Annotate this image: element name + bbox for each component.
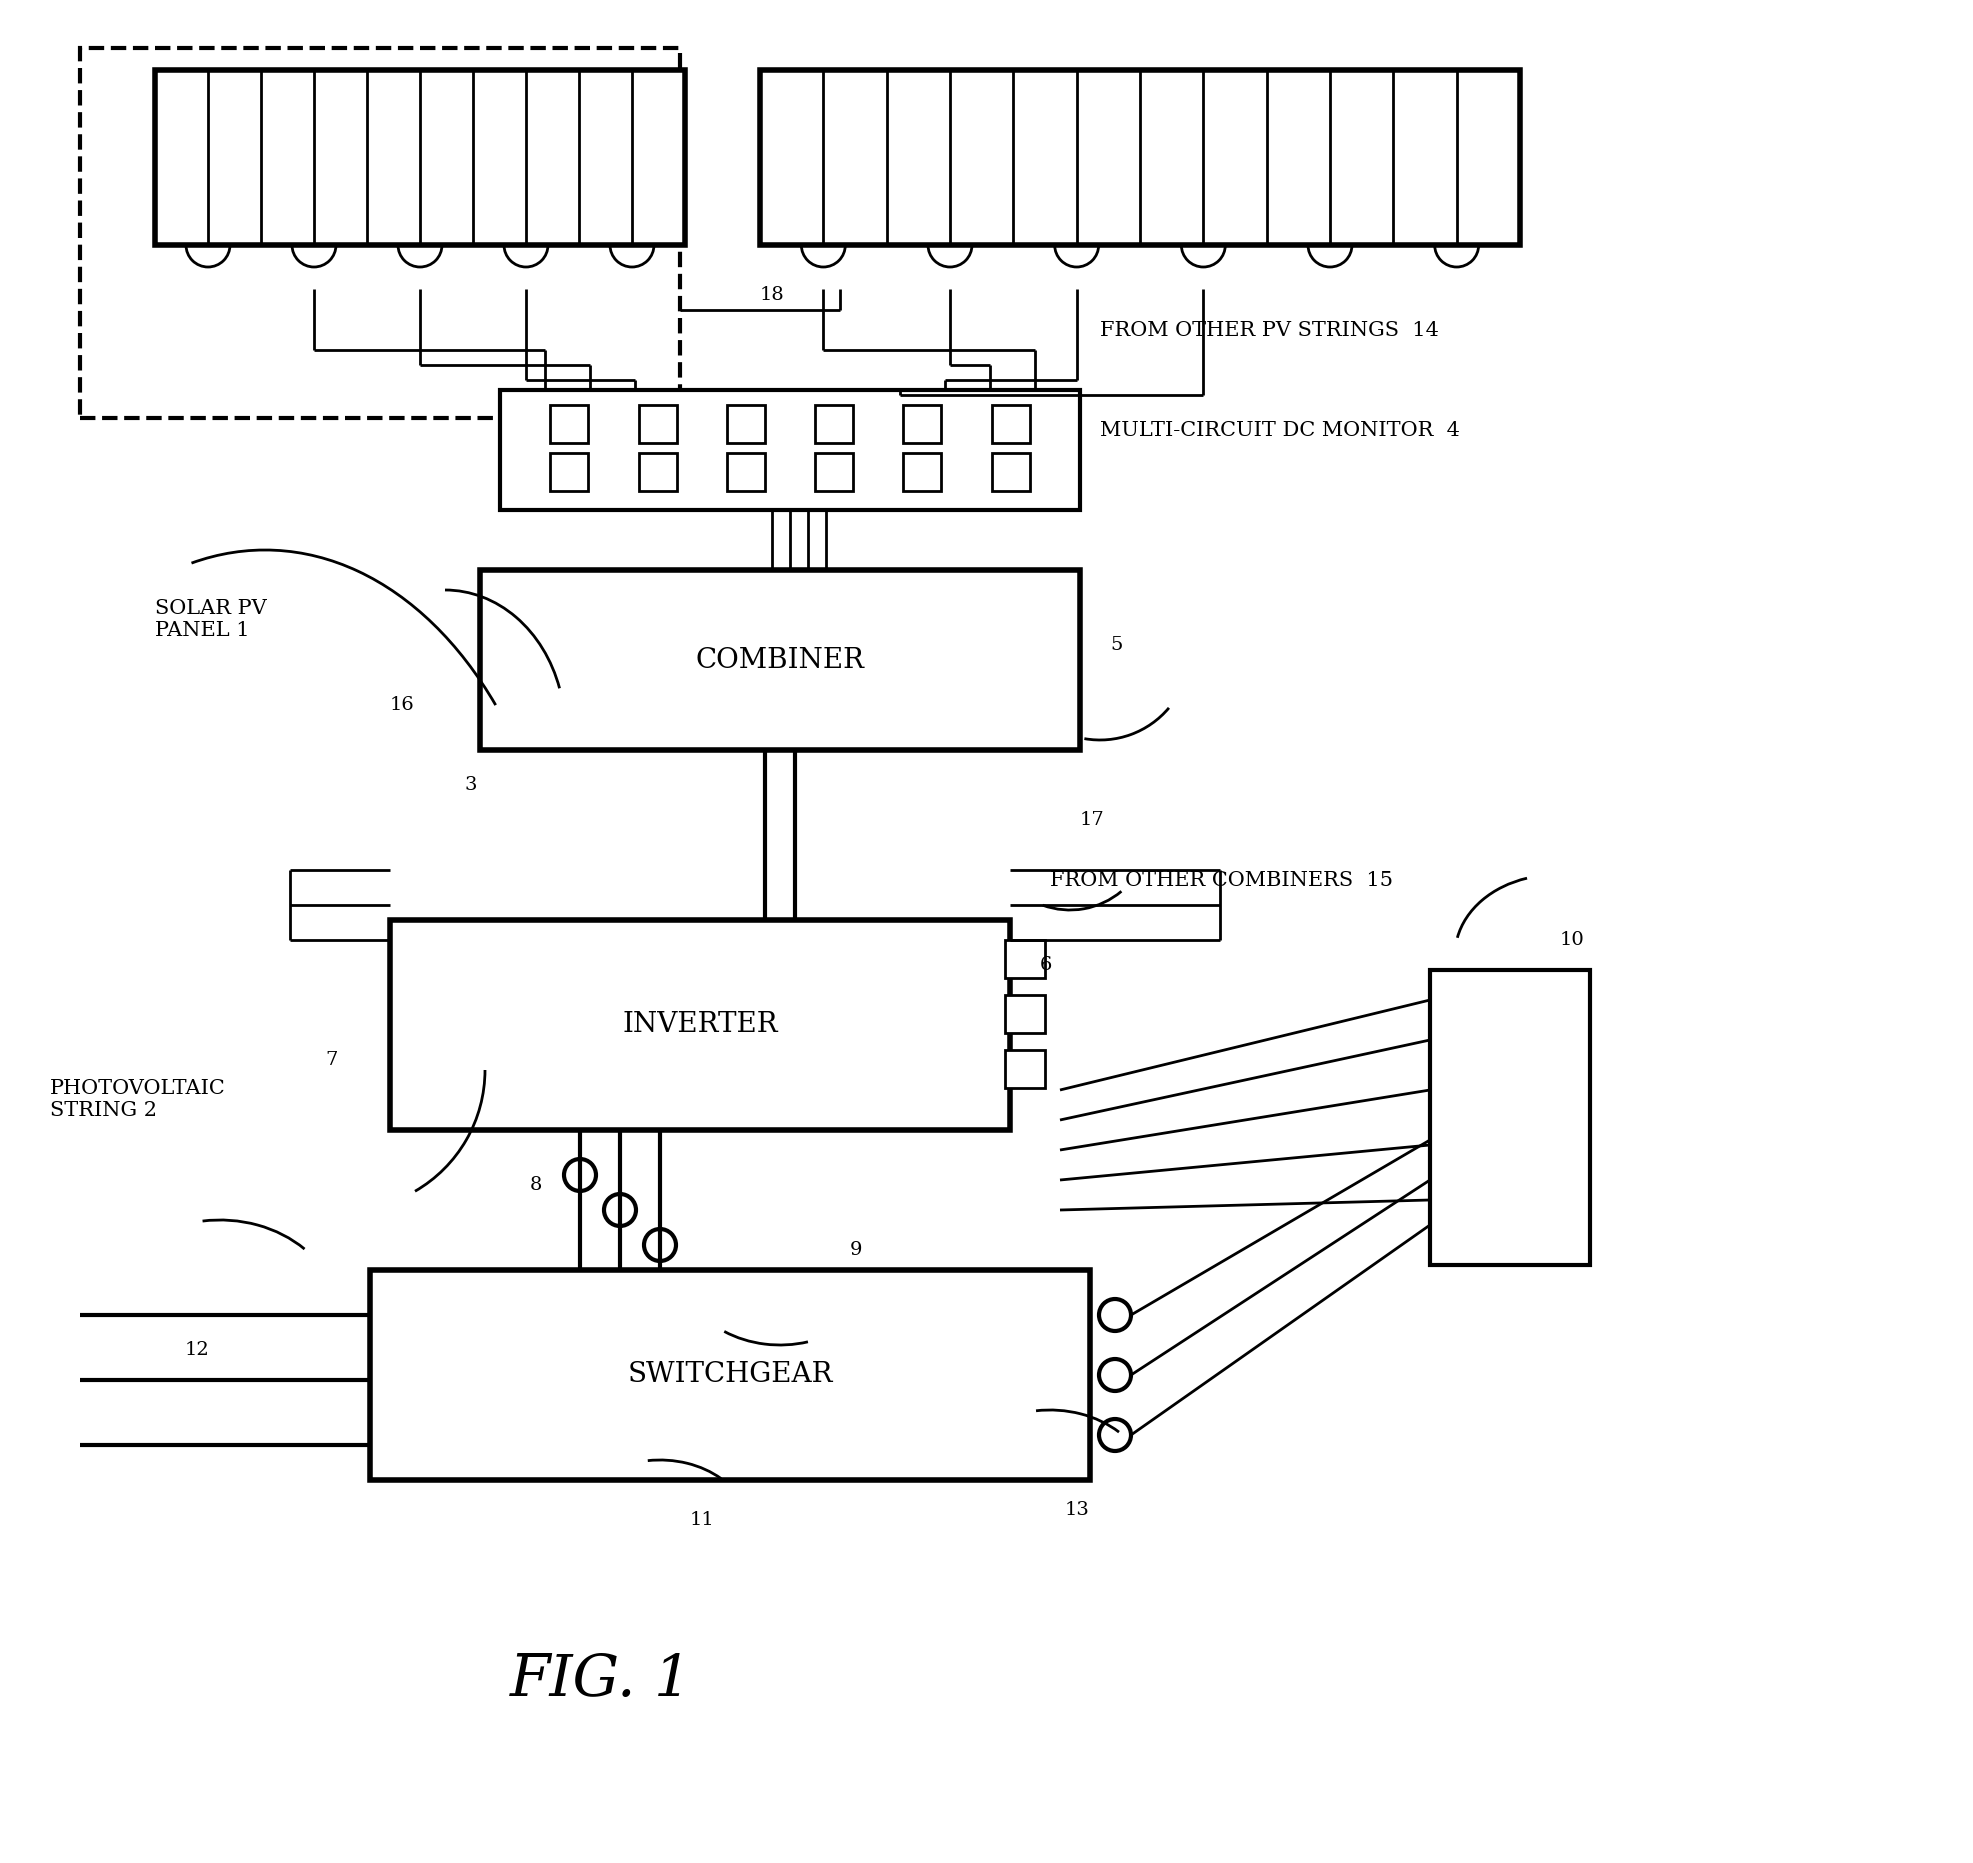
Bar [479, 570, 1079, 751]
Text: 3: 3 [466, 777, 477, 794]
Text: 7: 7 [326, 1051, 337, 1069]
Bar [156, 71, 685, 246]
Text: 9: 9 [850, 1241, 862, 1259]
Text: 6: 6 [1040, 956, 1052, 974]
Text: 11: 11 [691, 1511, 714, 1530]
Bar [1430, 971, 1590, 1265]
Bar [904, 453, 941, 492]
Bar [550, 453, 588, 492]
Bar [815, 453, 852, 492]
Text: 8: 8 [531, 1176, 543, 1194]
Bar [499, 389, 1079, 510]
Bar [904, 404, 941, 443]
Bar [81, 48, 681, 417]
Text: PHOTOVOLTAIC
STRING 2: PHOTOVOLTAIC STRING 2 [49, 1079, 225, 1120]
Bar [726, 453, 766, 492]
Bar [1004, 941, 1046, 978]
Bar [550, 404, 588, 443]
Text: INVERTER: INVERTER [621, 1012, 777, 1038]
Bar [391, 920, 1010, 1131]
Text: 10: 10 [1561, 932, 1584, 948]
Text: MULTI-CIRCUIT DC MONITOR  4: MULTI-CIRCUIT DC MONITOR 4 [1101, 421, 1460, 440]
Text: SWITCHGEAR: SWITCHGEAR [627, 1362, 833, 1388]
Text: FROM OTHER COMBINERS  15: FROM OTHER COMBINERS 15 [1050, 870, 1393, 889]
Bar [760, 71, 1519, 246]
Bar [992, 453, 1030, 492]
Text: FROM OTHER PV STRINGS  14: FROM OTHER PV STRINGS 14 [1101, 320, 1438, 339]
Text: 12: 12 [185, 1341, 209, 1358]
Text: SOLAR PV
PANEL 1: SOLAR PV PANEL 1 [156, 600, 266, 641]
Text: 16: 16 [391, 697, 414, 714]
Bar [726, 404, 766, 443]
Bar [992, 404, 1030, 443]
Text: 5: 5 [1111, 635, 1123, 654]
Text: 13: 13 [1065, 1502, 1089, 1518]
Bar [1004, 995, 1046, 1032]
Bar [639, 453, 677, 492]
Text: 17: 17 [1079, 810, 1105, 829]
Bar [815, 404, 852, 443]
Text: COMBINER: COMBINER [696, 646, 864, 674]
Bar [639, 404, 677, 443]
Text: 18: 18 [760, 287, 785, 304]
Text: FIG. 1: FIG. 1 [509, 1652, 693, 1708]
Bar [1004, 1051, 1046, 1088]
Bar [371, 1271, 1089, 1479]
